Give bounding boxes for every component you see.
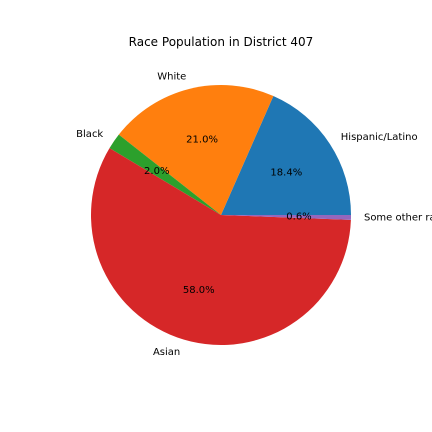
percentage-labels: 18.4% 21.0% 2.0% 58.0% 0.6% <box>144 134 312 295</box>
slice-white <box>118 85 274 215</box>
slice-black <box>109 134 221 215</box>
pct-label-white: 21.0% <box>186 134 218 145</box>
category-label-asian: Asian <box>153 347 180 358</box>
pct-label-black: 2.0% <box>144 166 169 177</box>
category-label-hispanic-latino: Hispanic/Latino <box>341 132 418 143</box>
slice-asian <box>90 148 351 346</box>
pct-label-hispanic-latino: 18.4% <box>270 167 302 178</box>
chart-title: Race Population in District 407 <box>129 35 314 49</box>
pct-label-some-other-race: 0.6% <box>286 211 311 222</box>
pct-label-asian: 58.0% <box>183 285 215 296</box>
category-label-black: Black <box>76 129 103 140</box>
slice-hispanic-latino <box>221 96 351 215</box>
category-labels: Hispanic/Latino White Black Asian Some other… <box>76 71 432 358</box>
category-label-some-other-race: Some other ra <box>364 213 432 224</box>
pie-slices <box>90 85 351 346</box>
category-label-white: White <box>157 71 186 82</box>
slice-some-other-race <box>221 215 351 220</box>
